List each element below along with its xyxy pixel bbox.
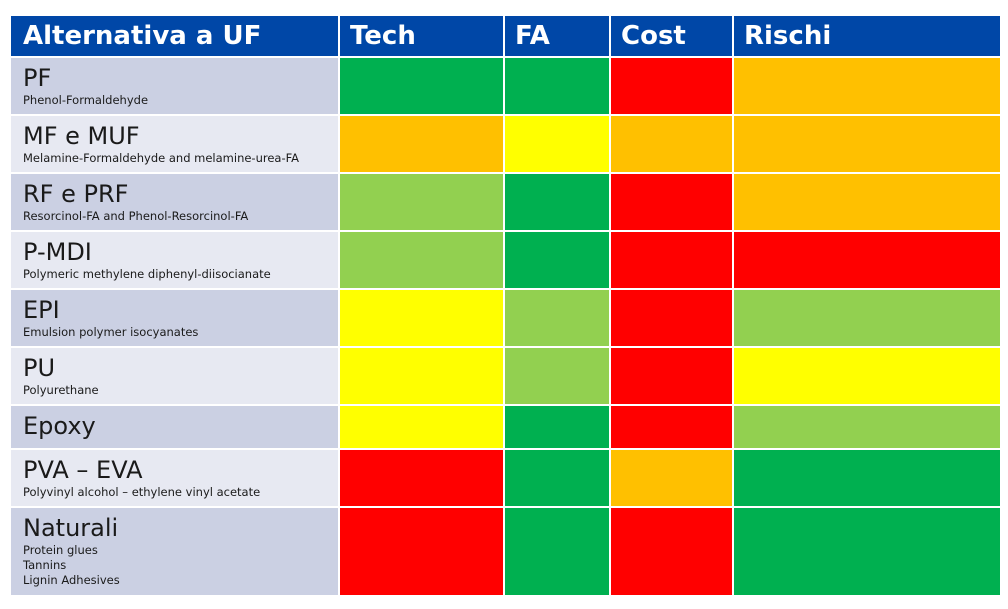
table-row: RF e PRF Resorcinol-FA and Phenol-Resorci… <box>11 174 1000 230</box>
header-fa: FA <box>505 16 609 56</box>
rating-cell-tech <box>340 174 503 230</box>
rating-cell-fa <box>505 450 609 506</box>
alternative-description: Emulsion polymer isocyanates <box>23 325 199 339</box>
rating-cell-fa <box>505 508 609 595</box>
rating-cell-cost <box>611 174 732 230</box>
table-row: MF e MUF Melamine-Formaldehyde and melami… <box>11 116 1000 172</box>
alternative-description: Polyurethane <box>23 383 99 397</box>
table-row: PF Phenol-Formaldehyde <box>11 58 1000 114</box>
rating-cell-rischi <box>734 58 1000 114</box>
rating-cell-cost <box>611 290 732 346</box>
alternative-cell: MF e MUF Melamine-Formaldehyde and melami… <box>11 116 338 172</box>
rating-cell-fa <box>505 232 609 288</box>
rating-cell-tech <box>340 450 503 506</box>
rating-cell-tech <box>340 348 503 404</box>
rating-cell-tech <box>340 508 503 595</box>
table-row: P-MDI Polymeric methylene diphenyl-diisoc… <box>11 232 1000 288</box>
rating-cell-rischi <box>734 174 1000 230</box>
rating-cell-tech <box>340 116 503 172</box>
rating-cell-cost <box>611 450 732 506</box>
rating-cell-cost <box>611 58 732 114</box>
alternative-name: Epoxy <box>23 412 96 440</box>
alternative-name: Naturali <box>23 514 119 542</box>
alternative-name: PVA – EVA <box>23 456 143 484</box>
alternative-name: MF e MUF <box>23 122 140 150</box>
alternative-description: Lignin Adhesives <box>23 573 120 587</box>
alternative-description: Polymeric methylene diphenyl-diisocianat… <box>23 267 271 281</box>
rating-cell-rischi <box>734 450 1000 506</box>
rating-cell-cost <box>611 348 732 404</box>
alternatives-matrix: Alternativa a UF Tech FA Cost Rischi PF P… <box>9 14 1002 597</box>
rating-cell-fa <box>505 348 609 404</box>
alternative-cell: EPI Emulsion polymer isocyanates <box>11 290 338 346</box>
alternative-name: EPI <box>23 296 60 324</box>
rating-cell-rischi <box>734 406 1000 448</box>
rating-cell-fa <box>505 290 609 346</box>
alternative-cell: RF e PRF Resorcinol-FA and Phenol-Resorci… <box>11 174 338 230</box>
rating-cell-cost <box>611 508 732 595</box>
rating-cell-cost <box>611 406 732 448</box>
table-row: Epoxy <box>11 406 1000 448</box>
rating-cell-cost <box>611 116 732 172</box>
alternative-cell: PF Phenol-Formaldehyde <box>11 58 338 114</box>
alternative-description: Phenol-Formaldehyde <box>23 93 149 107</box>
rating-cell-fa <box>505 406 609 448</box>
rating-cell-fa <box>505 174 609 230</box>
rating-cell-rischi <box>734 348 1000 404</box>
alternative-description: Polyvinyl alcohol – ethylene vinyl aceta… <box>23 485 261 499</box>
rating-cell-tech <box>340 58 503 114</box>
rating-cell-rischi <box>734 290 1000 346</box>
rating-cell-tech <box>340 232 503 288</box>
alternative-description: Resorcinol-FA and Phenol-Resorcinol-FA <box>23 209 249 223</box>
alternative-cell: Epoxy <box>11 406 338 448</box>
header-cost: Cost <box>611 16 732 56</box>
alternative-description: Melamine-Formaldehyde and melamine-urea-… <box>23 151 300 165</box>
header-tech: Tech <box>340 16 503 56</box>
alternative-name: PF <box>23 64 52 92</box>
rating-cell-rischi <box>734 508 1000 595</box>
table-row: PVA – EVA Polyvinyl alcohol – ethylene vi… <box>11 450 1000 506</box>
header-rischi: Rischi <box>734 16 1000 56</box>
matrix-body: PF Phenol-Formaldehyde MF e MUF Melamine-Fo… <box>11 58 1000 595</box>
alternative-description: Protein glues <box>23 543 98 557</box>
alternative-cell: P-MDI Polymeric methylene diphenyl-diisoc… <box>11 232 338 288</box>
alternative-name: PU <box>23 354 56 382</box>
table-row: PU Polyurethane <box>11 348 1000 404</box>
alternative-name: RF e PRF <box>23 180 129 208</box>
rating-cell-cost <box>611 232 732 288</box>
alternative-name: P-MDI <box>23 238 92 266</box>
alternative-cell: PU Polyurethane <box>11 348 338 404</box>
rating-cell-fa <box>505 116 609 172</box>
rating-cell-tech <box>340 290 503 346</box>
table-row: Naturali Protein glues Tannins Lignin Adhes… <box>11 508 1000 595</box>
alternative-cell: Naturali Protein glues Tannins Lignin Adhes… <box>11 508 338 595</box>
header-alternative: Alternativa a UF <box>11 16 338 56</box>
alternative-description: Tannins <box>23 558 67 572</box>
header-row: Alternativa a UF Tech FA Cost Rischi <box>11 16 1000 56</box>
alternative-cell: PVA – EVA Polyvinyl alcohol – ethylene vi… <box>11 450 338 506</box>
rating-cell-rischi <box>734 232 1000 288</box>
rating-cell-rischi <box>734 116 1000 172</box>
table-row: EPI Emulsion polymer isocyanates <box>11 290 1000 346</box>
rating-cell-fa <box>505 58 609 114</box>
rating-cell-tech <box>340 406 503 448</box>
